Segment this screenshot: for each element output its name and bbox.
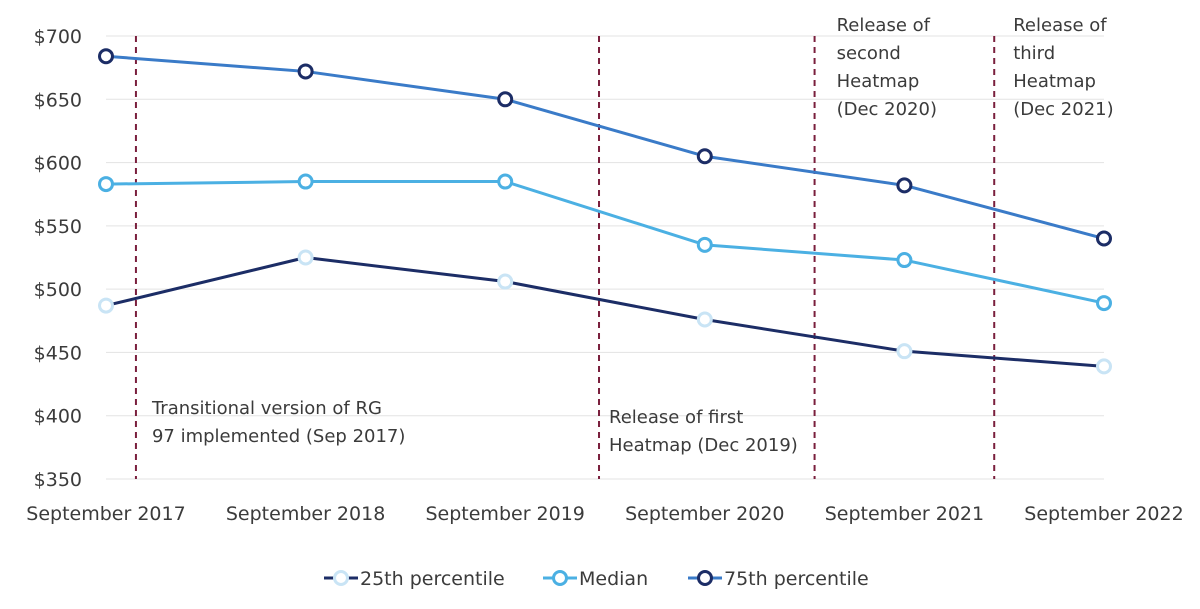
data-point — [497, 173, 514, 190]
legend: 25th percentile Median 75th percentile — [324, 568, 869, 590]
legend-item-75th-percentile: 75th percentile — [688, 568, 869, 590]
data-point — [696, 148, 713, 165]
data-point — [497, 91, 514, 108]
y-tick-label: $650 — [34, 89, 82, 111]
data-point — [297, 173, 314, 190]
data-point — [696, 236, 713, 253]
series-line — [105, 180, 1105, 305]
y-tick-label: $600 — [34, 153, 82, 175]
data-point — [497, 273, 514, 290]
series-line — [105, 256, 1105, 368]
event-annotation: Transitional version of RG 97 implemented… — [151, 398, 405, 447]
y-tick-label: $550 — [34, 216, 82, 238]
legend-swatch-marker — [552, 570, 568, 586]
data-point — [896, 177, 913, 194]
x-tick-label: September 2019 — [425, 503, 584, 525]
legend-item-median: Median — [543, 568, 648, 590]
x-tick-label: September 2017 — [26, 503, 185, 525]
series-75th-percentile — [98, 48, 1112, 247]
series-line — [105, 54, 1105, 240]
data-point — [696, 311, 713, 328]
data-point — [297, 63, 314, 80]
x-tick-label: September 2021 — [825, 503, 984, 525]
data-point — [1096, 295, 1112, 312]
event-annotation: Release of third Heatmap (Dec 2021) — [1013, 15, 1113, 120]
x-tick-label: September 2018 — [226, 503, 385, 525]
y-tick-label: $350 — [34, 469, 82, 491]
y-axis-tick-labels: $700 $650 $600 $550 $500 $450 $400 $350 — [34, 26, 82, 491]
x-tick-label: September 2022 — [1024, 503, 1183, 525]
y-tick-label: $450 — [34, 342, 82, 364]
event-annotation: Release of first Heatmap (Dec 2019) — [609, 407, 798, 456]
data-point — [1096, 230, 1112, 247]
data-series — [98, 48, 1112, 375]
data-point — [297, 249, 314, 266]
legend-label: Median — [579, 568, 648, 590]
data-point — [1096, 358, 1112, 375]
y-tick-label: $700 — [34, 26, 82, 48]
data-point — [896, 343, 913, 360]
data-point — [98, 48, 114, 65]
legend-label: 75th percentile — [724, 568, 869, 590]
legend-label: 25th percentile — [360, 568, 505, 590]
legend-item-25th-percentile: 25th percentile — [324, 568, 505, 590]
series-median — [98, 173, 1112, 312]
y-tick-label: $500 — [34, 279, 82, 301]
data-point — [98, 176, 114, 193]
series-25th-percentile — [98, 249, 1112, 375]
x-tick-label: September 2020 — [625, 503, 784, 525]
x-axis-tick-labels: September 2017 September 2018 September 20… — [26, 503, 1183, 525]
event-markers: Transitional version of RG 97 implemented… — [134, 15, 1114, 479]
gridlines — [106, 35, 1104, 480]
legend-swatch-marker — [333, 570, 349, 586]
data-point — [98, 297, 114, 314]
legend-swatch-marker — [697, 570, 713, 586]
data-point — [896, 252, 913, 269]
y-tick-label: $400 — [34, 406, 82, 428]
event-annotation: Release of second Heatmap (Dec 2020) — [837, 15, 937, 120]
